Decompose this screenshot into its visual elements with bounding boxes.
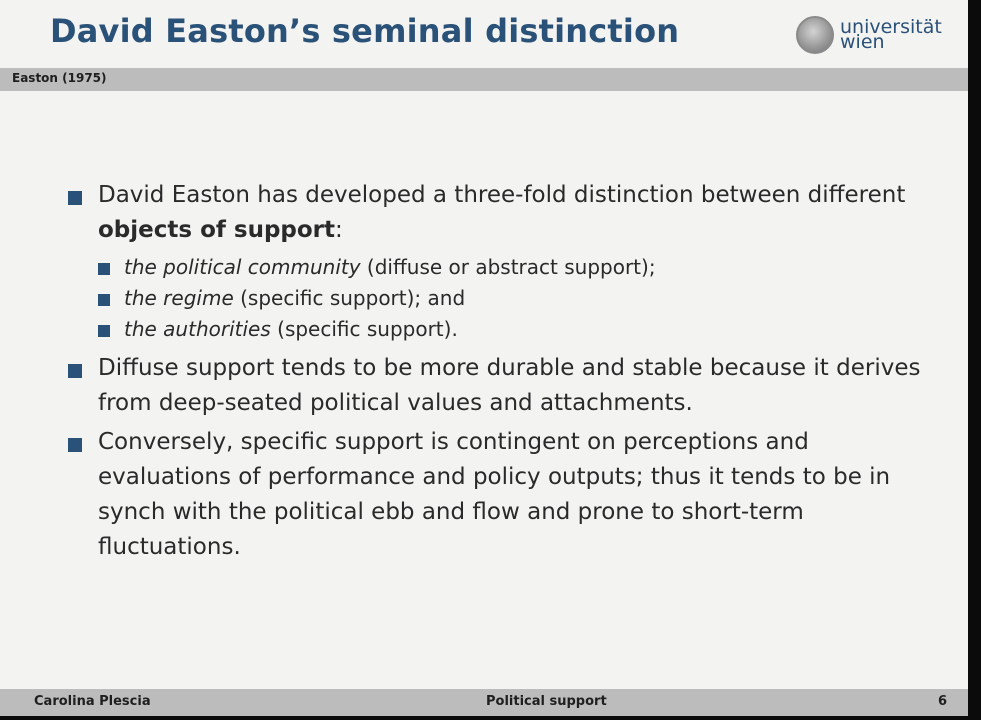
university-seal-icon <box>796 16 834 54</box>
bullet-item-1: David Easton has developed a three-fold … <box>66 178 946 248</box>
sub-item-1: the political community (diffuse or abst… <box>66 252 946 283</box>
bullet-1-text: David Easton has developed a three-fold … <box>98 182 906 208</box>
sub-item-1-italic: the political community <box>124 255 361 279</box>
bullet-3-text: Conversely, specific support is continge… <box>98 429 891 560</box>
sub-item-3: the authorities (specific support). <box>66 314 946 345</box>
university-logo: universität wien <box>796 16 942 54</box>
square-bullet-icon <box>98 294 110 306</box>
sub-item-1-rest: (diffuse or abstract support); <box>360 255 656 279</box>
footer-bar: Carolina Plescia Political support 6 <box>0 689 968 716</box>
logo-line-2: wien <box>840 31 885 53</box>
slide-title: David Easton’s seminal distinction <box>50 12 680 50</box>
bullet-item-2: Diffuse support tends to be more durable… <box>66 351 946 421</box>
sub-item-2-italic: the regime <box>124 286 234 310</box>
square-bullet-icon <box>98 325 110 337</box>
bullet-2-text: Diffuse support tends to be more durable… <box>98 355 921 416</box>
logo-text: universität wien <box>840 16 942 53</box>
sub-item-2-rest: (specific support); and <box>233 286 466 310</box>
square-bullet-icon <box>98 263 110 275</box>
sub-item-3-italic: the authorities <box>124 317 271 341</box>
logo-line-1: universität <box>840 16 942 38</box>
subtitle-bar: Easton (1975) <box>0 68 968 91</box>
footer-author: Carolina Plescia <box>34 694 151 709</box>
footer-topic: Political support <box>486 694 607 709</box>
page-number: 6 <box>938 694 948 709</box>
square-bullet-icon <box>68 438 82 452</box>
square-bullet-icon <box>68 364 82 378</box>
bullet-1-bold-text: objects of support <box>98 217 336 243</box>
sub-item-2: the regime (specific support); and <box>66 283 946 314</box>
bullet-1-text-end: : <box>335 217 343 243</box>
slide-content: David Easton has developed a three-fold … <box>66 178 946 569</box>
bullet-item-3: Conversely, specific support is continge… <box>66 425 946 565</box>
sub-item-3-rest: (specific support). <box>270 317 458 341</box>
square-bullet-icon <box>68 191 82 205</box>
slide-subtitle: Easton (1975) <box>12 71 107 85</box>
